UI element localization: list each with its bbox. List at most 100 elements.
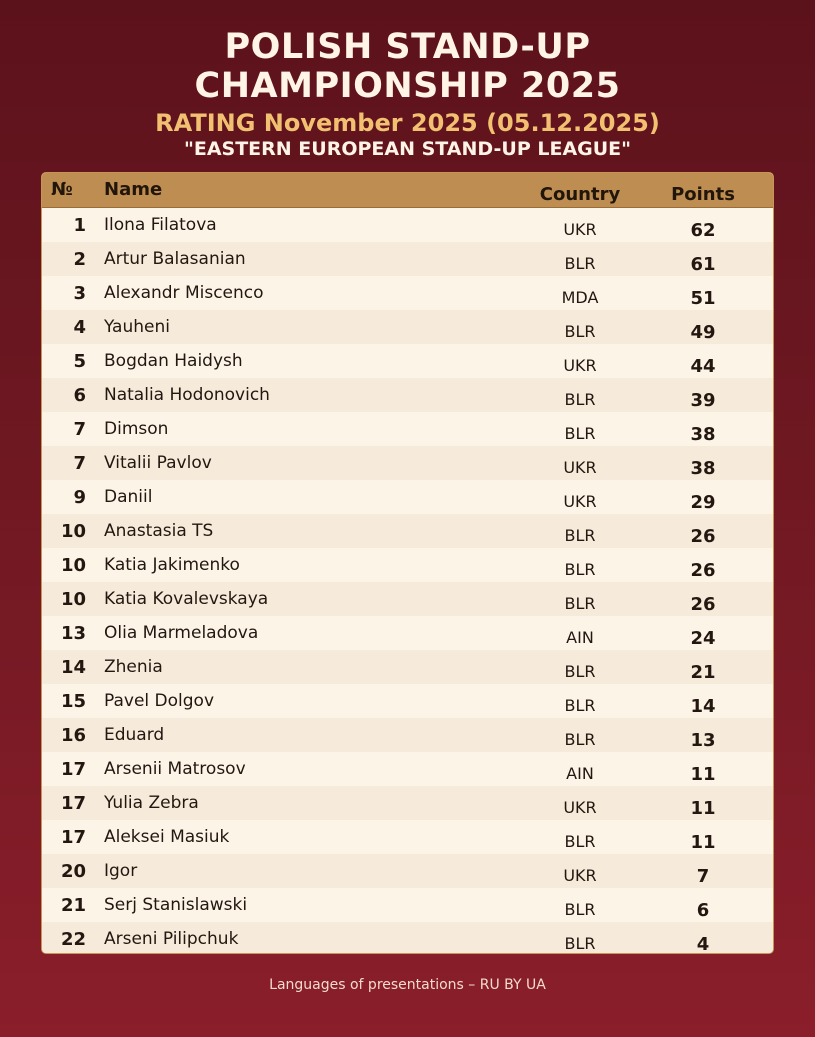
points-cell: 26: [690, 594, 716, 615]
points-cell: 51: [690, 288, 716, 309]
rank-cell: 14: [60, 657, 86, 678]
points-cell: 61: [690, 254, 716, 275]
country-cell: MDA: [561, 288, 599, 307]
column-header-country: Country: [539, 184, 621, 205]
country-cell: UKR: [563, 458, 597, 477]
country-cell: BLR: [564, 832, 596, 851]
rank-cell: 1: [73, 215, 86, 236]
rank-cell: 5: [73, 351, 86, 372]
table-row: 10 Katia Jakimenko BLR 26: [42, 548, 773, 582]
table-row: 7 Dimson BLR 38: [42, 412, 773, 446]
points-cell: 26: [690, 560, 716, 581]
country-cell: AIN: [566, 628, 594, 647]
name-cell: Natalia Hodonovich: [104, 385, 270, 405]
country-cell: BLR: [564, 526, 596, 545]
country-cell: BLR: [564, 322, 596, 341]
points-cell: 11: [690, 798, 716, 819]
table-row: 1 Ilona Filatova UKR 62: [42, 208, 773, 242]
country-cell: UKR: [563, 492, 597, 511]
table-row: 13 Olia Marmeladova AIN 24: [42, 616, 773, 650]
country-cell: UKR: [563, 220, 597, 239]
points-cell: 6: [696, 900, 710, 921]
name-cell: Yulia Zebra: [104, 793, 199, 813]
points-cell: 44: [690, 356, 716, 377]
rank-cell: 16: [60, 725, 86, 746]
column-header-rank: №: [51, 179, 73, 200]
name-cell: Bogdan Haidysh: [104, 351, 243, 371]
points-cell: 49: [690, 322, 716, 343]
rank-cell: 9: [73, 487, 86, 508]
points-cell: 13: [690, 730, 716, 751]
rank-cell: 17: [60, 793, 86, 814]
points-cell: 11: [690, 764, 716, 785]
header: POLISH STAND-UP CHAMPIONSHIP 2025 RATING…: [0, 28, 815, 161]
rank-cell: 6: [73, 385, 86, 406]
name-cell: Serj Stanislawski: [104, 895, 248, 915]
table-row: 16 Eduard BLR 13: [42, 718, 773, 752]
rank-cell: 3: [73, 283, 86, 304]
points-cell: 4: [696, 934, 710, 954]
points-cell: 29: [690, 492, 716, 513]
name-cell: Pavel Dolgov: [104, 691, 215, 711]
country-cell: UKR: [563, 798, 597, 817]
title-line-1: POLISH STAND-UP: [224, 27, 591, 67]
name-cell: Anastasia TS: [104, 521, 214, 541]
name-cell: Arsenii Matrosov: [104, 759, 246, 779]
name-cell: Yauheni: [104, 317, 170, 337]
footer-languages: Languages of presentations – RU BY UA: [269, 977, 546, 993]
table-header: № Name Country Points: [42, 173, 773, 208]
league-name: "EASTERN EUROPEAN STAND-UP LEAGUE": [183, 138, 632, 160]
points-cell: 38: [690, 458, 716, 479]
name-cell: Aleksei Masiuk: [104, 827, 230, 847]
table-row: 17 Aleksei Masiuk BLR 11: [42, 820, 773, 854]
rating-subtitle: RATING November 2025 (05.12.2025): [155, 109, 660, 137]
rank-cell: 10: [60, 589, 86, 610]
rank-cell: 10: [60, 555, 86, 576]
country-cell: BLR: [564, 424, 596, 443]
column-header-name: Name: [104, 179, 163, 200]
name-cell: Daniil: [104, 487, 153, 507]
rank-cell: 22: [60, 929, 86, 950]
table-body: 1 Ilona Filatova UKR 62 2 Artur Balasanian BLR…: [42, 208, 773, 954]
points-cell: 26: [690, 526, 716, 547]
title-line-2: CHAMPIONSHIP 2025: [194, 66, 621, 106]
country-cell: BLR: [564, 900, 596, 919]
rank-cell: 15: [60, 691, 86, 712]
points-cell: 11: [690, 832, 716, 853]
table-row: 10 Anastasia TS BLR 26: [42, 514, 773, 548]
name-cell: Ilona Filatova: [104, 215, 217, 235]
table-row: 6 Natalia Hodonovich BLR 39: [42, 378, 773, 412]
table-row: 7 Vitalii Pavlov UKR 38: [42, 446, 773, 480]
table-row: 22 Arseni Pilipchuk BLR 4: [42, 922, 773, 954]
name-cell: Vitalii Pavlov: [104, 453, 212, 473]
table-row: 10 Katia Kovalevskaya BLR 26: [42, 582, 773, 616]
name-cell: Zhenia: [104, 657, 163, 677]
column-header-points: Points: [671, 184, 735, 205]
name-cell: Eduard: [104, 725, 165, 745]
country-cell: BLR: [564, 560, 596, 579]
name-cell: Olia Marmeladova: [104, 623, 259, 643]
country-cell: BLR: [564, 594, 596, 613]
name-cell: Artur Balasanian: [104, 249, 246, 269]
points-cell: 24: [690, 628, 716, 649]
rank-cell: 7: [73, 419, 86, 440]
table-row: 15 Pavel Dolgov BLR 14: [42, 684, 773, 718]
points-cell: 62: [690, 220, 716, 241]
name-cell: Igor: [104, 861, 138, 881]
table-row: 3 Alexandr Miscenco MDA 51: [42, 276, 773, 310]
rank-cell: 17: [60, 827, 86, 848]
rank-cell: 10: [60, 521, 86, 542]
table-row: 20 Igor UKR 7: [42, 854, 773, 888]
rank-cell: 7: [73, 453, 86, 474]
country-cell: BLR: [564, 254, 596, 273]
country-cell: BLR: [564, 696, 596, 715]
rank-cell: 17: [60, 759, 86, 780]
name-cell: Katia Kovalevskaya: [104, 589, 269, 609]
table-row: 9 Daniil UKR 29: [42, 480, 773, 514]
rank-cell: 2: [73, 249, 86, 270]
rank-cell: 4: [73, 317, 86, 338]
table-row: 17 Yulia Zebra UKR 11: [42, 786, 773, 820]
country-cell: BLR: [564, 662, 596, 681]
rank-cell: 21: [60, 895, 86, 916]
points-cell: 38: [690, 424, 716, 445]
